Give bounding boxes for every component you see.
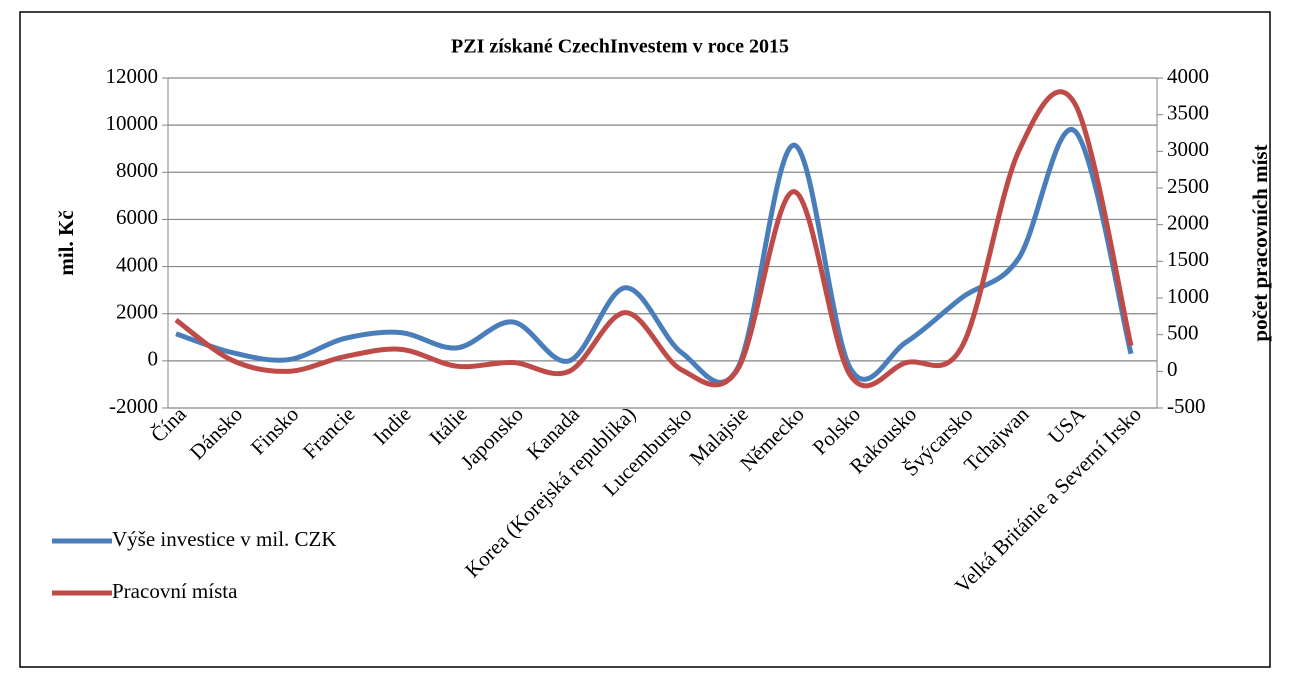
y-tick-label: 10000 — [106, 111, 159, 135]
y2-tick-label: 500 — [1167, 320, 1199, 344]
y2-tick-label: 1500 — [1167, 247, 1209, 271]
y2-axis-label: počet pracovních míst — [1248, 144, 1272, 341]
y-tick-label: 6000 — [116, 205, 158, 229]
y2-tick-label: 1000 — [1167, 284, 1209, 308]
frame — [19, 11, 1271, 668]
y2-tick-label: 2000 — [1167, 210, 1209, 234]
y-tick-label: 8000 — [116, 158, 158, 182]
y-tick-label: -2000 — [109, 394, 158, 418]
y2-tick-label: 0 — [1167, 357, 1178, 381]
y-tick-label: 0 — [148, 347, 159, 371]
y-tick-label: 12000 — [106, 64, 159, 88]
y2-tick-label: 3000 — [1167, 137, 1209, 161]
y-tick-label: 2000 — [116, 300, 158, 324]
y-axis-label: mil. Kč — [54, 210, 78, 275]
legend-label: Pracovní místa — [112, 579, 238, 603]
y2-tick-label: 4000 — [1167, 64, 1209, 88]
y-tick-label: 4000 — [116, 252, 158, 276]
series-line — [174, 89, 1134, 389]
y2-tick-label: -500 — [1167, 394, 1206, 418]
y2-tick-label: 3500 — [1167, 100, 1209, 124]
chart-title: PZI získané CzechInvestem v roce 2015 — [451, 36, 789, 58]
legend-label: Výše investice v mil. CZK — [112, 527, 337, 551]
y2-tick-label: 2500 — [1167, 174, 1209, 198]
